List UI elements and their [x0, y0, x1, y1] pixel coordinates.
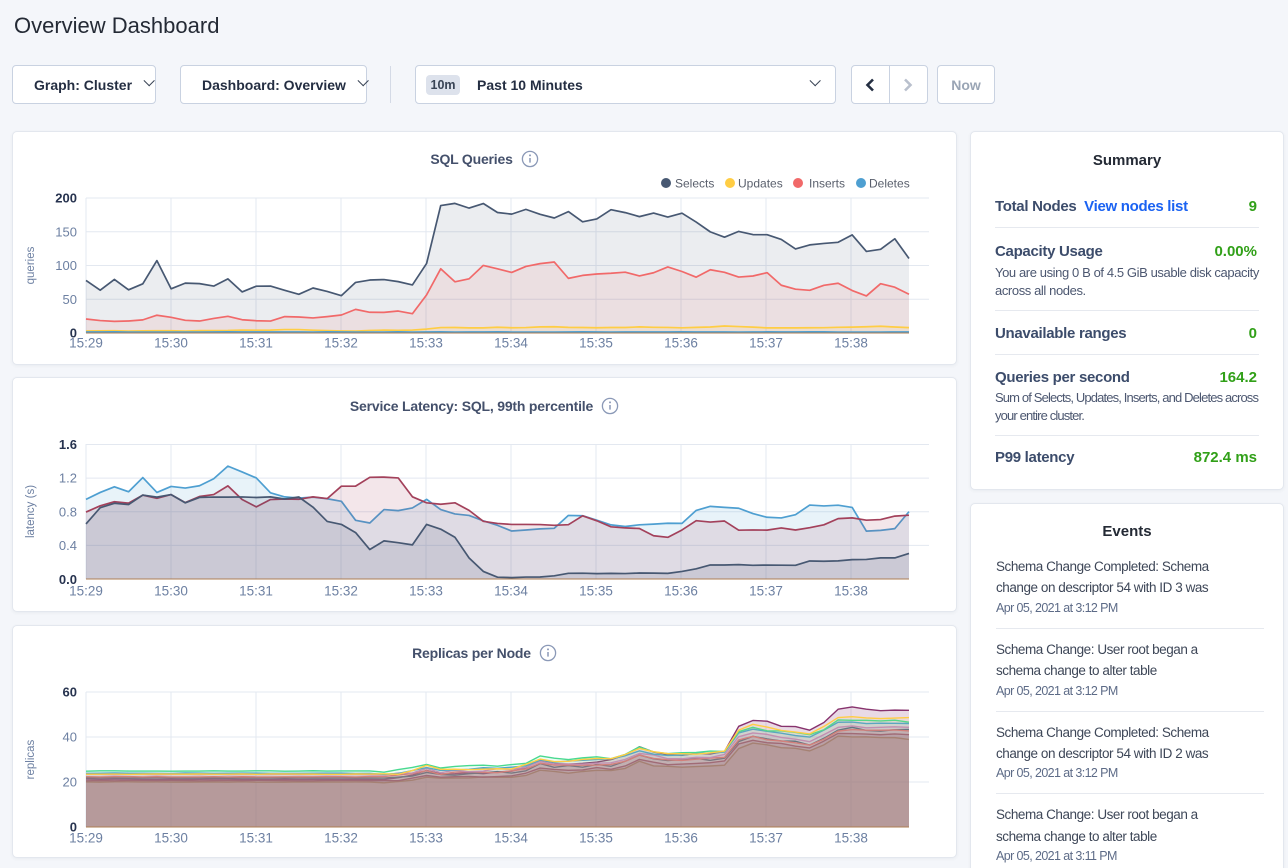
svg-text:15:32: 15:32 [324, 831, 358, 846]
svg-text:15:36: 15:36 [664, 584, 698, 599]
svg-text:40: 40 [63, 730, 77, 745]
svg-text:latency (s): latency (s) [25, 485, 37, 538]
svg-text:Deletes: Deletes [869, 177, 910, 191]
svg-text:150: 150 [55, 224, 77, 239]
svg-text:15:30: 15:30 [154, 831, 188, 846]
svg-text:15:32: 15:32 [324, 584, 358, 599]
svg-text:15:31: 15:31 [239, 584, 273, 599]
svg-text:15:38: 15:38 [834, 584, 868, 599]
svg-text:100: 100 [55, 258, 77, 273]
svg-text:replicas: replicas [25, 739, 37, 779]
svg-text:15:34: 15:34 [494, 831, 528, 846]
svg-text:15:32: 15:32 [324, 336, 358, 351]
svg-text:15:33: 15:33 [409, 831, 443, 846]
svg-text:Inserts: Inserts [809, 177, 845, 191]
svg-text:15:35: 15:35 [579, 336, 613, 351]
svg-text:20: 20 [63, 775, 77, 790]
svg-text:Updates: Updates [738, 177, 783, 191]
svg-text:15:36: 15:36 [664, 831, 698, 846]
svg-text:15:31: 15:31 [239, 336, 273, 351]
svg-text:15:38: 15:38 [834, 831, 868, 846]
svg-text:15:37: 15:37 [749, 336, 783, 351]
svg-text:15:35: 15:35 [579, 584, 613, 599]
svg-text:15:37: 15:37 [749, 831, 783, 846]
svg-text:0.4: 0.4 [59, 538, 77, 553]
svg-text:15:34: 15:34 [494, 584, 528, 599]
svg-text:15:31: 15:31 [239, 831, 273, 846]
svg-text:15:38: 15:38 [834, 336, 868, 351]
svg-text:15:33: 15:33 [409, 584, 443, 599]
svg-text:15:30: 15:30 [154, 584, 188, 599]
svg-text:0.8: 0.8 [59, 504, 77, 519]
svg-text:0: 0 [70, 820, 77, 835]
svg-text:15:29: 15:29 [69, 584, 103, 599]
svg-text:Selects: Selects [675, 177, 714, 191]
svg-text:0.0: 0.0 [59, 572, 77, 587]
svg-text:50: 50 [63, 292, 77, 307]
svg-text:15:36: 15:36 [664, 336, 698, 351]
svg-text:200: 200 [55, 191, 77, 206]
svg-text:1.2: 1.2 [59, 471, 77, 486]
svg-text:15:35: 15:35 [579, 831, 613, 846]
svg-text:15:33: 15:33 [409, 336, 443, 351]
svg-text:15:29: 15:29 [69, 831, 103, 846]
svg-text:15:34: 15:34 [494, 336, 528, 351]
svg-text:15:37: 15:37 [749, 584, 783, 599]
svg-text:15:30: 15:30 [154, 336, 188, 351]
svg-text:60: 60 [63, 685, 77, 700]
svg-text:1.6: 1.6 [59, 437, 77, 452]
svg-text:0: 0 [70, 326, 77, 341]
svg-text:15:29: 15:29 [69, 336, 103, 351]
svg-text:queries: queries [25, 246, 37, 284]
